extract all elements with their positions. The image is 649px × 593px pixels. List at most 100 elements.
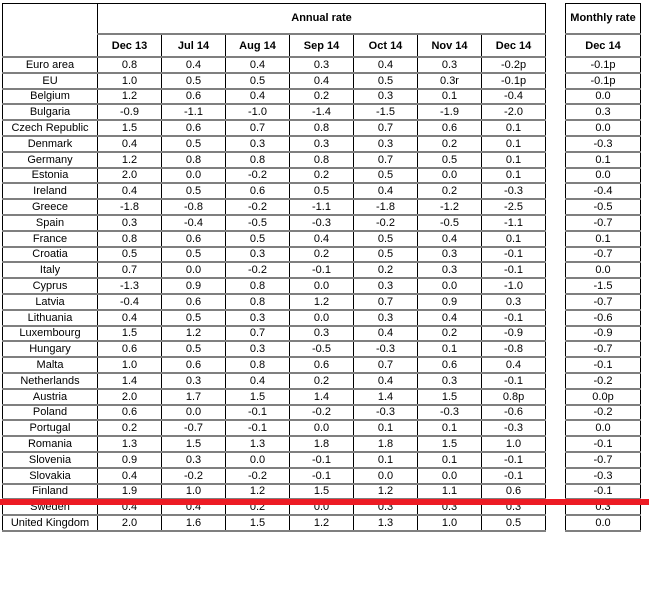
- annual-value-cell: -0.9: [480, 324, 547, 343]
- annual-value-cell: 0.0: [161, 261, 226, 280]
- annual-value-cell: 1.5: [97, 324, 162, 343]
- annual-value-cell: 1.2: [289, 292, 354, 311]
- table-row: -0.7: [565, 450, 641, 469]
- annual-value-cell: 0.8: [225, 150, 290, 169]
- table-row: Hungary 0.6 0.5 0.3 -0.5 -0.3 0.1 -0.8: [2, 340, 547, 359]
- annual-value-cell: 0.1: [480, 134, 547, 153]
- table-row: EU 1.0 0.5 0.5 0.4 0.5 0.3r -0.1p: [2, 71, 547, 90]
- table-row: Finland 1.9 1.0 1.2 1.5 1.2 1.1 0.6: [2, 482, 547, 501]
- monthly-value-cell: 0.0: [565, 87, 641, 106]
- annual-value-cell: 0.0: [161, 403, 226, 422]
- monthly-value-cell: 0.0: [565, 119, 641, 137]
- annual-value-cell: -1.1: [289, 198, 354, 216]
- table-row: Spain 0.3 -0.4 -0.5 -0.3 -0.2 -0.5 -1.1: [2, 213, 547, 232]
- annual-value-cell: 0.4: [97, 466, 162, 485]
- annual-value-cell: 0.3r: [417, 71, 482, 90]
- annual-value-cell: 0.8: [161, 150, 226, 169]
- table-row: Greece -1.8 -0.8 -0.2 -1.1 -1.8 -1.2 -2.5: [2, 198, 547, 216]
- annual-value-cell: 0.3: [289, 134, 354, 153]
- column-header-nov14: Nov 14: [417, 33, 482, 58]
- table-row: Luxembourg 1.5 1.2 0.7 0.3 0.4 0.2 -0.9: [2, 324, 547, 343]
- table-row: -0.2: [565, 371, 641, 390]
- annual-value-cell: 1.6: [161, 514, 226, 532]
- table-row: -0.1: [565, 435, 641, 453]
- monthly-value-cell: 0.1: [565, 229, 641, 248]
- annual-value-cell: -0.4: [97, 292, 162, 311]
- annual-value-cell: 0.5: [480, 514, 547, 532]
- monthly-value-cell: 0.0: [565, 261, 641, 280]
- annual-value-cell: 0.1: [480, 150, 547, 169]
- annual-value-cell: 0.4: [225, 87, 290, 106]
- table-row: Austria 2.0 1.7 1.5 1.4 1.4 1.5 0.8p: [2, 387, 547, 406]
- table-row: Poland 0.6 0.0 -0.1 -0.2 -0.3 -0.3 -0.6: [2, 403, 547, 422]
- annual-value-cell: 0.4: [353, 56, 418, 74]
- annual-value-cell: 0.4: [97, 182, 162, 201]
- annual-value-cell: -0.1: [225, 403, 290, 422]
- column-header-jul14: Jul 14: [161, 33, 226, 58]
- annual-value-cell: 0.9: [417, 292, 482, 311]
- annual-value-cell: -0.5: [225, 213, 290, 232]
- column-header-dec14: Dec 14: [480, 33, 547, 58]
- table-row: Ireland 0.4 0.5 0.6 0.5 0.4 0.2 -0.3: [2, 182, 547, 201]
- annual-value-cell: -1.8: [97, 198, 162, 216]
- annual-value-cell: 0.2: [289, 166, 354, 185]
- annual-value-cell: -0.8: [161, 198, 226, 216]
- table-row: Estonia 2.0 0.0 -0.2 0.2 0.5 0.0 0.1: [2, 166, 547, 185]
- country-label: Italy: [2, 261, 98, 280]
- annual-value-cell: -0.1: [289, 261, 354, 280]
- annual-value-cell: -1.0: [225, 103, 290, 122]
- monthly-value-cell: -0.9: [565, 324, 641, 343]
- annual-value-cell: 0.3: [417, 56, 482, 74]
- annual-value-cell: -1.9: [417, 103, 482, 122]
- annual-value-cell: 0.7: [353, 292, 418, 311]
- annual-value-cell: 0.3: [353, 134, 418, 153]
- annual-value-cell: 0.3: [161, 371, 226, 390]
- table-row: Netherlands 1.4 0.3 0.4 0.2 0.4 0.3 -0.1: [2, 371, 547, 390]
- monthly-value-cell: -0.4: [565, 182, 641, 201]
- annual-value-cell: 0.6: [97, 340, 162, 359]
- annual-value-cell: 1.5: [161, 435, 226, 453]
- annual-value-cell: 0.3: [225, 245, 290, 264]
- annual-value-cell: 0.5: [161, 71, 226, 90]
- annual-value-cell: 0.4: [417, 229, 482, 248]
- table-row: Lithuania 0.4 0.5 0.3 0.0 0.3 0.4 -0.1: [2, 308, 547, 327]
- annual-value-cell: 0.8: [97, 56, 162, 74]
- annual-value-cell: -0.1: [480, 371, 547, 390]
- annual-value-cell: 1.0: [97, 71, 162, 90]
- country-label: Cyprus: [2, 277, 98, 295]
- table-row: 0.0: [565, 87, 641, 106]
- country-label: Finland: [2, 482, 98, 501]
- annual-value-cell: -0.1: [480, 245, 547, 264]
- column-header-sep14: Sep 14: [289, 33, 354, 58]
- annual-value-cell: 0.1: [417, 340, 482, 359]
- annual-value-cell: -0.8: [480, 340, 547, 359]
- annual-value-cell: 1.5: [225, 387, 290, 406]
- annual-value-cell: 0.2: [417, 324, 482, 343]
- annual-value-cell: 0.0: [289, 308, 354, 327]
- annual-value-cell: 0.3: [417, 371, 482, 390]
- monthly-value-cell: -0.1p: [565, 56, 641, 74]
- monthly-table-body: -0.1p -0.1p 0.0 0.3 0.0 -0.3 0.1 0.0 -0.4 -0.5 -0.…: [565, 56, 641, 532]
- romania-highlight-line: [0, 499, 649, 505]
- annual-value-cell: -1.4: [289, 103, 354, 122]
- monthly-value-cell: 0.0: [565, 514, 641, 532]
- table-row: -0.3: [565, 134, 641, 153]
- annual-value-cell: 0.4: [417, 308, 482, 327]
- annual-value-cell: 0.3: [353, 277, 418, 295]
- table-row: Slovakia 0.4 -0.2 -0.2 -0.1 0.0 0.0 -0.1: [2, 466, 547, 485]
- annual-value-cell: -0.3: [353, 403, 418, 422]
- annual-value-cell: 0.0: [225, 450, 290, 469]
- annual-value-cell: 0.6: [225, 182, 290, 201]
- annual-value-cell: 0.5: [353, 71, 418, 90]
- annual-value-cell: 0.0: [353, 466, 418, 485]
- annual-value-cell: 0.1: [480, 229, 547, 248]
- country-label: Slovenia: [2, 450, 98, 469]
- annual-value-cell: -1.2: [417, 198, 482, 216]
- monthly-value-cell: -0.6: [565, 308, 641, 327]
- annual-value-cell: 0.5: [97, 245, 162, 264]
- country-label: Estonia: [2, 166, 98, 185]
- annual-value-cell: 2.0: [97, 514, 162, 532]
- table-row: 0.1: [565, 229, 641, 248]
- table-row: 0.0: [565, 166, 641, 185]
- annual-value-cell: 0.3: [353, 308, 418, 327]
